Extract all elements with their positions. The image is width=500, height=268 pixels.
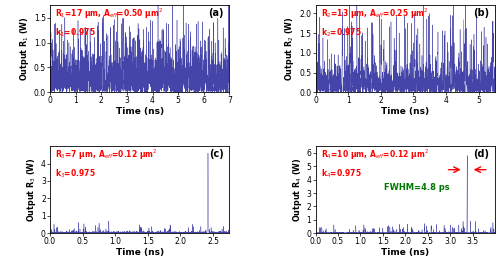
Text: FWHM=4.8 ps: FWHM=4.8 ps	[384, 183, 450, 192]
Text: k$_2$=0.975: k$_2$=0.975	[321, 26, 362, 39]
Text: R$_1$=17 μm, A$_{eff}$=0.50 μm$^2$: R$_1$=17 μm, A$_{eff}$=0.50 μm$^2$	[56, 7, 164, 21]
X-axis label: Time (ns): Time (ns)	[381, 107, 430, 116]
Text: k$_3$=0.975: k$_3$=0.975	[56, 167, 96, 180]
Text: (c): (c)	[210, 149, 224, 159]
Text: (b): (b)	[474, 8, 490, 18]
Y-axis label: Output R$_2$ (W): Output R$_2$ (W)	[284, 17, 296, 81]
Text: (d): (d)	[474, 149, 490, 159]
Text: R$_3$=7 μm, A$_{eff}$=0.12 μm$^2$: R$_3$=7 μm, A$_{eff}$=0.12 μm$^2$	[56, 148, 158, 162]
Y-axis label: Output R$_1$ (W): Output R$_1$ (W)	[18, 17, 31, 81]
Text: R$_4$=10 μm, A$_{eff}$=0.12 μm$^2$: R$_4$=10 μm, A$_{eff}$=0.12 μm$^2$	[321, 148, 429, 162]
Text: k$_4$=0.975: k$_4$=0.975	[321, 167, 362, 180]
Text: (a): (a)	[208, 8, 224, 18]
Y-axis label: Output R$_3$ (W): Output R$_3$ (W)	[25, 157, 38, 222]
X-axis label: Time (ns): Time (ns)	[381, 248, 430, 257]
Text: k$_1$=0.975: k$_1$=0.975	[56, 26, 96, 39]
X-axis label: Time (ns): Time (ns)	[116, 248, 164, 257]
Y-axis label: Output R$_4$ (W): Output R$_4$ (W)	[290, 157, 304, 222]
Text: R$_2$=13 μm, A$_{eff}$=0.25 μm$^2$: R$_2$=13 μm, A$_{eff}$=0.25 μm$^2$	[321, 7, 428, 21]
X-axis label: Time (ns): Time (ns)	[116, 107, 164, 116]
